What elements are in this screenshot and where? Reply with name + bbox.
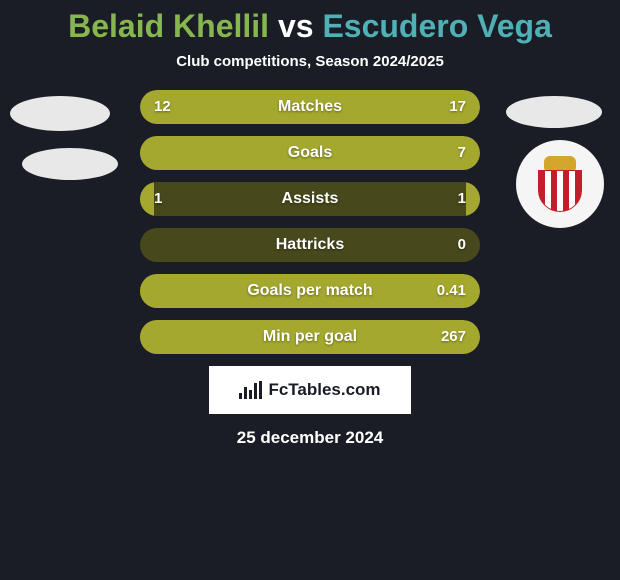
player2-badge — [506, 96, 602, 128]
stat-label: Goals — [140, 136, 480, 170]
stat-label: Goals per match — [140, 274, 480, 308]
stat-label: Matches — [140, 90, 480, 124]
player2-name: Escudero Vega — [322, 8, 551, 44]
player1-name: Belaid Khellil — [68, 8, 269, 44]
stat-label: Min per goal — [140, 320, 480, 354]
player1-club-badge — [22, 148, 118, 180]
generated-date: 25 december 2024 — [0, 428, 620, 448]
crest-crown-icon — [544, 156, 576, 170]
subtitle: Club competitions, Season 2024/2025 — [0, 53, 620, 70]
stat-row: 7Goals — [140, 136, 480, 170]
stat-label: Assists — [140, 182, 480, 216]
page-title: Belaid Khellil vs Escudero Vega — [0, 8, 620, 45]
watermark: FcTables.com — [209, 366, 411, 414]
comparison-area: 1217Matches 7Goals 11Assists 0Hattricks 0.41… — [0, 90, 620, 354]
vs-text: vs — [278, 8, 314, 44]
stat-row: 11Assists — [140, 182, 480, 216]
crest-stripes-icon — [538, 170, 582, 212]
bars-icon — [239, 381, 262, 399]
stat-row: 1217Matches — [140, 90, 480, 124]
watermark-text: FcTables.com — [268, 380, 380, 400]
stat-row: 0.41Goals per match — [140, 274, 480, 308]
player1-badge — [10, 96, 110, 131]
stat-row: 267Min per goal — [140, 320, 480, 354]
player2-club-crest — [516, 140, 604, 228]
stat-label: Hattricks — [140, 228, 480, 262]
stat-row: 0Hattricks — [140, 228, 480, 262]
stats-list: 1217Matches 7Goals 11Assists 0Hattricks 0.41… — [140, 90, 480, 354]
